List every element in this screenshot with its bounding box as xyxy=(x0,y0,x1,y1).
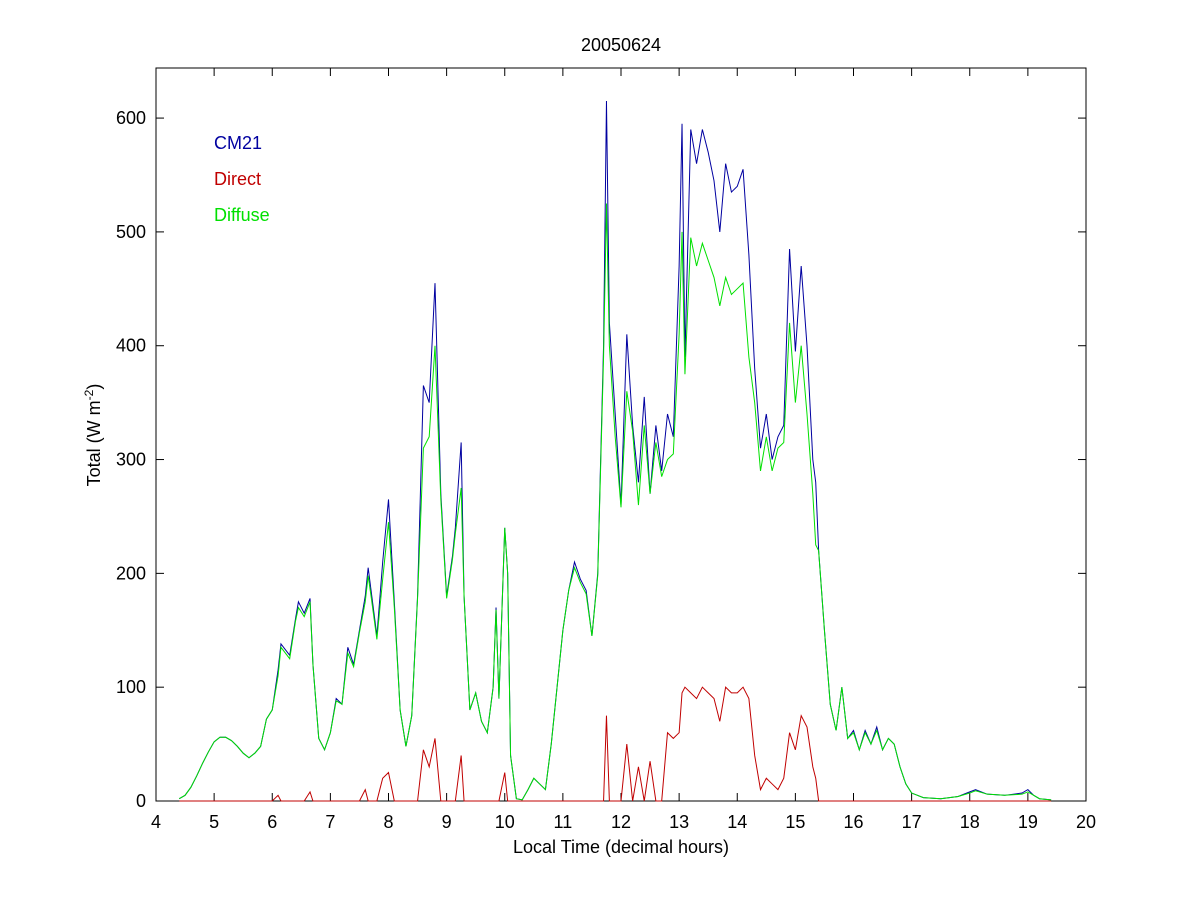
x-tick-label: 18 xyxy=(960,812,980,832)
y-tick-label: 0 xyxy=(136,791,146,811)
series-line xyxy=(178,203,1052,801)
y-tick-label: 400 xyxy=(116,336,146,356)
y-label-text: Total (W m xyxy=(84,400,104,486)
x-tick-label: 19 xyxy=(1018,812,1038,832)
y-tick-label: 200 xyxy=(116,563,146,583)
x-tick-label: 13 xyxy=(669,812,689,832)
x-tick-label: 5 xyxy=(209,812,219,832)
x-tick-label: 7 xyxy=(325,812,335,832)
x-tick-label: 4 xyxy=(151,812,161,832)
x-axis-label: Local Time (decimal hours) xyxy=(513,837,729,857)
y-axis-label: Total (W m-2) xyxy=(82,384,104,487)
x-tick-label: 20 xyxy=(1076,812,1096,832)
legend-entry: Direct xyxy=(214,169,261,189)
y-tick-label: 100 xyxy=(116,677,146,697)
chart-title: 20050624 xyxy=(581,35,661,55)
y-tick-label: 600 xyxy=(116,108,146,128)
series-line xyxy=(179,686,1052,802)
x-tick-label: 9 xyxy=(442,812,452,832)
y-tick-label: 300 xyxy=(116,450,146,470)
x-tick-label: 12 xyxy=(611,812,631,832)
x-tick-label: 17 xyxy=(902,812,922,832)
plot-frame xyxy=(155,67,1087,802)
legend-entry: Diffuse xyxy=(214,205,270,225)
x-tick-label: 10 xyxy=(495,812,515,832)
y-label-sup: -2 xyxy=(82,389,96,400)
legend-entry: CM21 xyxy=(214,133,262,153)
x-tick-label: 6 xyxy=(267,812,277,832)
x-tick-label: 8 xyxy=(383,812,393,832)
x-tick-label: 11 xyxy=(554,812,573,832)
y-label-end: ) xyxy=(84,384,104,390)
x-tick-label: 16 xyxy=(843,812,863,832)
x-tick-label: 14 xyxy=(727,812,747,832)
y-tick-label: 500 xyxy=(116,222,146,242)
x-tick-label: 15 xyxy=(785,812,805,832)
